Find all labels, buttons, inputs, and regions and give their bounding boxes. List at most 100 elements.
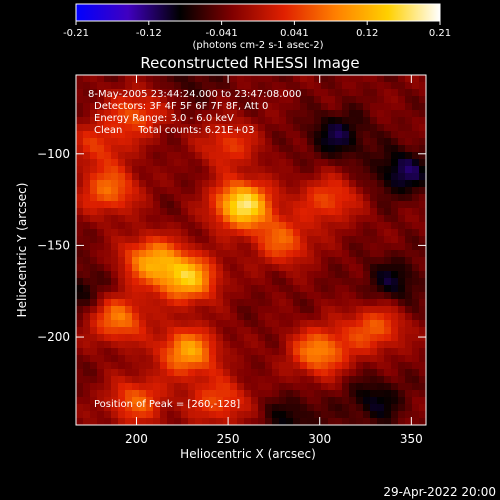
heatmap-cell: [188, 348, 196, 356]
heatmap-cell: [104, 418, 112, 425]
heatmap-cell: [384, 355, 392, 363]
heatmap-cell: [293, 194, 301, 202]
heatmap-cell: [111, 257, 119, 265]
heatmap-cell: [118, 180, 126, 188]
heatmap-cell: [398, 138, 406, 146]
heatmap-cell: [328, 306, 336, 314]
heatmap-cell: [146, 166, 154, 174]
heatmap-cell: [118, 222, 126, 230]
heatmap-cell: [251, 110, 259, 118]
heatmap-cell: [321, 355, 329, 363]
heatmap-cell: [216, 110, 224, 118]
colorbar-tick-label: 0.12: [356, 28, 378, 39]
heatmap-cell: [146, 341, 154, 349]
heatmap-cell: [153, 222, 161, 230]
heatmap-cell: [384, 243, 392, 251]
heatmap-cell: [104, 397, 112, 405]
heatmap-cell: [132, 96, 140, 104]
heatmap-cell: [293, 215, 301, 223]
heatmap-cell: [314, 327, 322, 335]
heatmap-cell: [328, 145, 336, 153]
heatmap-cell: [349, 292, 357, 300]
heatmap-cell: [286, 173, 294, 181]
heatmap-cell: [363, 166, 371, 174]
heatmap-cell: [279, 173, 287, 181]
heatmap-cell: [202, 159, 210, 167]
heatmap-cell: [265, 334, 273, 342]
heatmap-cell: [111, 292, 119, 300]
heatmap-cell: [118, 187, 126, 195]
heatmap-cell: [181, 278, 189, 286]
heatmap-cell: [216, 390, 224, 398]
heatmap-cell: [307, 201, 315, 209]
heatmap-cell: [293, 89, 301, 97]
heatmap-cell: [202, 292, 210, 300]
heatmap-cell: [265, 229, 273, 237]
heatmap-cell: [83, 285, 91, 293]
heatmap-cell: [223, 383, 231, 391]
heatmap-cell: [314, 89, 322, 97]
heatmap-cell: [300, 278, 308, 286]
heatmap-cell: [419, 313, 426, 321]
heatmap-cell: [202, 194, 210, 202]
heatmap-cell: [377, 187, 385, 195]
heatmap-cell: [349, 362, 357, 370]
heatmap-cell: [321, 96, 329, 104]
heatmap-cell: [363, 194, 371, 202]
heatmap-cell: [244, 383, 252, 391]
heatmap-cell: [286, 103, 294, 111]
heatmap-cell: [412, 278, 420, 286]
heatmap-cell: [146, 397, 154, 405]
heatmap-cell: [216, 306, 224, 314]
heatmap-cell: [258, 334, 266, 342]
heatmap-cell: [174, 257, 182, 265]
heatmap-cell: [216, 341, 224, 349]
heatmap-cell: [118, 376, 126, 384]
heatmap-cell: [181, 236, 189, 244]
heatmap-cell: [195, 411, 203, 419]
heatmap-cell: [251, 257, 259, 265]
heatmap-cell: [342, 222, 350, 230]
heatmap-cell: [328, 222, 336, 230]
heatmap-cell: [363, 159, 371, 167]
heatmap-cell: [132, 369, 140, 377]
heatmap-cell: [272, 124, 280, 132]
heatmap-cell: [202, 131, 210, 139]
heatmap-cell: [363, 355, 371, 363]
heatmap-cell: [356, 257, 364, 265]
heatmap-cell: [97, 411, 105, 419]
heatmap-cell: [244, 355, 252, 363]
heatmap-cell: [398, 145, 406, 153]
heatmap-cell: [300, 355, 308, 363]
heatmap-cell: [209, 110, 217, 118]
heatmap-cell: [279, 257, 287, 265]
heatmap-cell: [237, 201, 245, 209]
heatmap-cell: [118, 348, 126, 356]
heatmap-cell: [300, 292, 308, 300]
heatmap-cell: [419, 250, 426, 258]
heatmap-cell: [167, 229, 175, 237]
annotation-clean: Clean Total counts: 6.21E+03: [94, 125, 254, 136]
heatmap-cell: [167, 376, 175, 384]
heatmap-cell: [391, 299, 399, 307]
heatmap-cell: [244, 362, 252, 370]
heatmap-cell: [286, 117, 294, 125]
heatmap-cell: [76, 208, 84, 216]
heatmap-cell: [293, 397, 301, 405]
heatmap-cell: [398, 327, 406, 335]
heatmap-cell: [321, 404, 329, 412]
heatmap-cell: [335, 117, 343, 125]
heatmap-cell: [293, 229, 301, 237]
heatmap-cell: [188, 355, 196, 363]
heatmap-cell: [279, 208, 287, 216]
heatmap-cell: [76, 75, 84, 83]
heatmap-cell: [160, 110, 168, 118]
heatmap-cell: [195, 124, 203, 132]
heatmap-cell: [419, 362, 426, 370]
heatmap-cell: [97, 369, 105, 377]
heatmap-cell: [167, 110, 175, 118]
heatmap-cell: [391, 257, 399, 265]
heatmap-cell: [118, 285, 126, 293]
heatmap-cell: [363, 334, 371, 342]
annotation-energy: Energy Range: 3.0 - 6.0 keV: [94, 113, 234, 124]
